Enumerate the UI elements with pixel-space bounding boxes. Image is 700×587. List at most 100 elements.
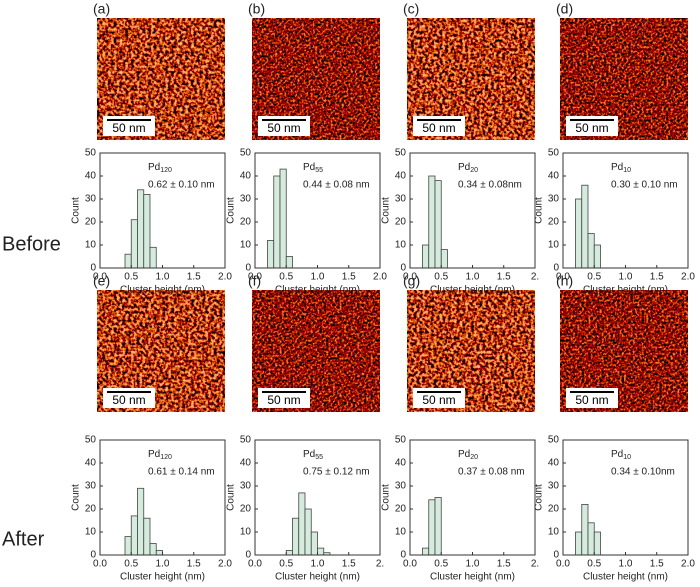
- panel-label: (a): [93, 1, 110, 17]
- histogram-bar: [304, 508, 312, 556]
- histogram-bar: [587, 522, 595, 556]
- x-tick-label: 1.0: [466, 559, 480, 570]
- histogram-bar: [317, 547, 325, 556]
- scale-bar-label: 50 nm: [112, 393, 145, 407]
- histogram-bar: [143, 517, 151, 556]
- y-tick-label: 40: [240, 458, 252, 469]
- panel-label: (h): [556, 273, 573, 289]
- scale-bar-label: 50 nm: [422, 121, 455, 135]
- panel-label: (b): [248, 1, 265, 17]
- y-tick-label: 10: [85, 240, 97, 251]
- y-tick-label: 50: [548, 148, 560, 159]
- species-subscript: 120: [160, 454, 172, 461]
- histogram-bar: [581, 503, 589, 556]
- scale-bar-label: 50 nm: [267, 121, 300, 135]
- histogram-bar: [581, 184, 589, 269]
- y-tick-label: 0: [90, 550, 96, 561]
- x-tick-label: 1.5: [497, 559, 511, 570]
- histogram-bar: [137, 487, 145, 556]
- panel-label: (c): [403, 1, 419, 17]
- stats-label: 0.34 ± 0.08nm: [458, 180, 522, 191]
- stats-label: 0.37 ± 0.08 nm: [458, 467, 525, 478]
- scale-bar-label: 50 nm: [422, 393, 455, 407]
- y-tick-label: 30: [85, 194, 97, 205]
- y-tick-label: 0: [90, 263, 96, 274]
- y-tick-label: 0: [553, 263, 559, 274]
- histogram-bar: [422, 547, 430, 556]
- histogram-bar: [593, 244, 601, 269]
- species-name: Pd: [458, 449, 470, 460]
- scale-bar-label: 50 nm: [267, 393, 300, 407]
- y-tick-label: 10: [395, 240, 407, 251]
- x-tick-label: 1.0: [156, 272, 170, 283]
- row-label: After: [2, 528, 45, 550]
- x-tick-label: 0.0: [403, 559, 417, 570]
- y-tick-label: 0: [553, 550, 559, 561]
- x-tick-label: 2.0: [681, 559, 695, 570]
- x-tick-label: 1.0: [619, 559, 633, 570]
- histogram-bar: [130, 515, 138, 556]
- x-tick-label: 0.0: [556, 559, 570, 570]
- y-tick-label: 10: [395, 527, 407, 538]
- y-tick-label: 40: [85, 171, 97, 182]
- x-tick-label: 0.5: [434, 272, 448, 283]
- species-subscript: 20: [470, 454, 478, 461]
- histogram-bar: [593, 531, 601, 556]
- scale-bar-label: 50 nm: [575, 393, 608, 407]
- histogram-bar: [149, 246, 157, 269]
- species-name: Pd: [303, 449, 315, 460]
- y-tick-label: 50: [240, 148, 252, 159]
- y-tick-label: 10: [548, 240, 560, 251]
- histogram-bar: [428, 499, 436, 556]
- histogram-bar: [137, 189, 145, 269]
- y-tick-label: 40: [548, 458, 560, 469]
- species-subscript: 20: [470, 167, 478, 174]
- species-label: Pd120: [148, 162, 172, 174]
- y-tick-label: 20: [240, 504, 252, 515]
- y-axis-label: Count: [71, 197, 82, 224]
- panel-label: (f): [248, 273, 261, 289]
- x-tick-label: 1.0: [156, 559, 170, 570]
- x-tick-label: 1.5: [650, 272, 664, 283]
- stats-label: 0.44 ± 0.08 nm: [303, 180, 370, 191]
- species-subscript: 10: [623, 167, 631, 174]
- x-tick-label: 1.0: [466, 272, 480, 283]
- x-tick-label: 0.5: [279, 272, 293, 283]
- y-axis-label: Count: [534, 197, 545, 224]
- x-tick-label: 0.0: [248, 559, 262, 570]
- y-tick-label: 30: [85, 481, 97, 492]
- species-label: Pd120: [148, 449, 172, 461]
- y-tick-label: 0: [245, 550, 251, 561]
- y-tick-label: 40: [240, 171, 252, 182]
- species-label: Pd55: [303, 162, 323, 174]
- y-tick-label: 30: [240, 481, 252, 492]
- species-subscript: 120: [160, 167, 172, 174]
- x-axis-label: Cluster height (nm): [275, 572, 360, 583]
- histogram-bar: [285, 256, 293, 269]
- species-subscript: 55: [315, 454, 323, 461]
- y-axis-label: Count: [226, 197, 237, 224]
- species-name: Pd: [148, 162, 160, 173]
- species-name: Pd: [148, 449, 160, 460]
- y-tick-label: 40: [395, 458, 407, 469]
- histogram-bar: [124, 536, 132, 556]
- y-tick-label: 30: [548, 194, 560, 205]
- x-axis-label: Cluster height (nm): [275, 285, 360, 296]
- x-tick-label: 2.0: [373, 272, 387, 283]
- x-tick-label: 2.0: [218, 272, 232, 283]
- y-tick-label: 10: [240, 240, 252, 251]
- histogram-bar: [143, 193, 151, 269]
- y-tick-label: 20: [240, 217, 252, 228]
- x-tick-label: 0.5: [587, 559, 601, 570]
- species-label: Pd10: [611, 449, 631, 461]
- y-tick-label: 40: [548, 171, 560, 182]
- scale-bar-label: 50 nm: [112, 121, 145, 135]
- x-tick-label: 0.0: [403, 272, 417, 283]
- x-tick-label: 0.5: [587, 272, 601, 283]
- panel-label: (e): [93, 273, 110, 289]
- histogram-bar: [587, 233, 595, 269]
- species-name: Pd: [611, 449, 623, 460]
- x-tick-label: 1.5: [497, 272, 511, 283]
- histogram-bar: [130, 219, 138, 269]
- x-tick-label: 0.0: [556, 272, 570, 283]
